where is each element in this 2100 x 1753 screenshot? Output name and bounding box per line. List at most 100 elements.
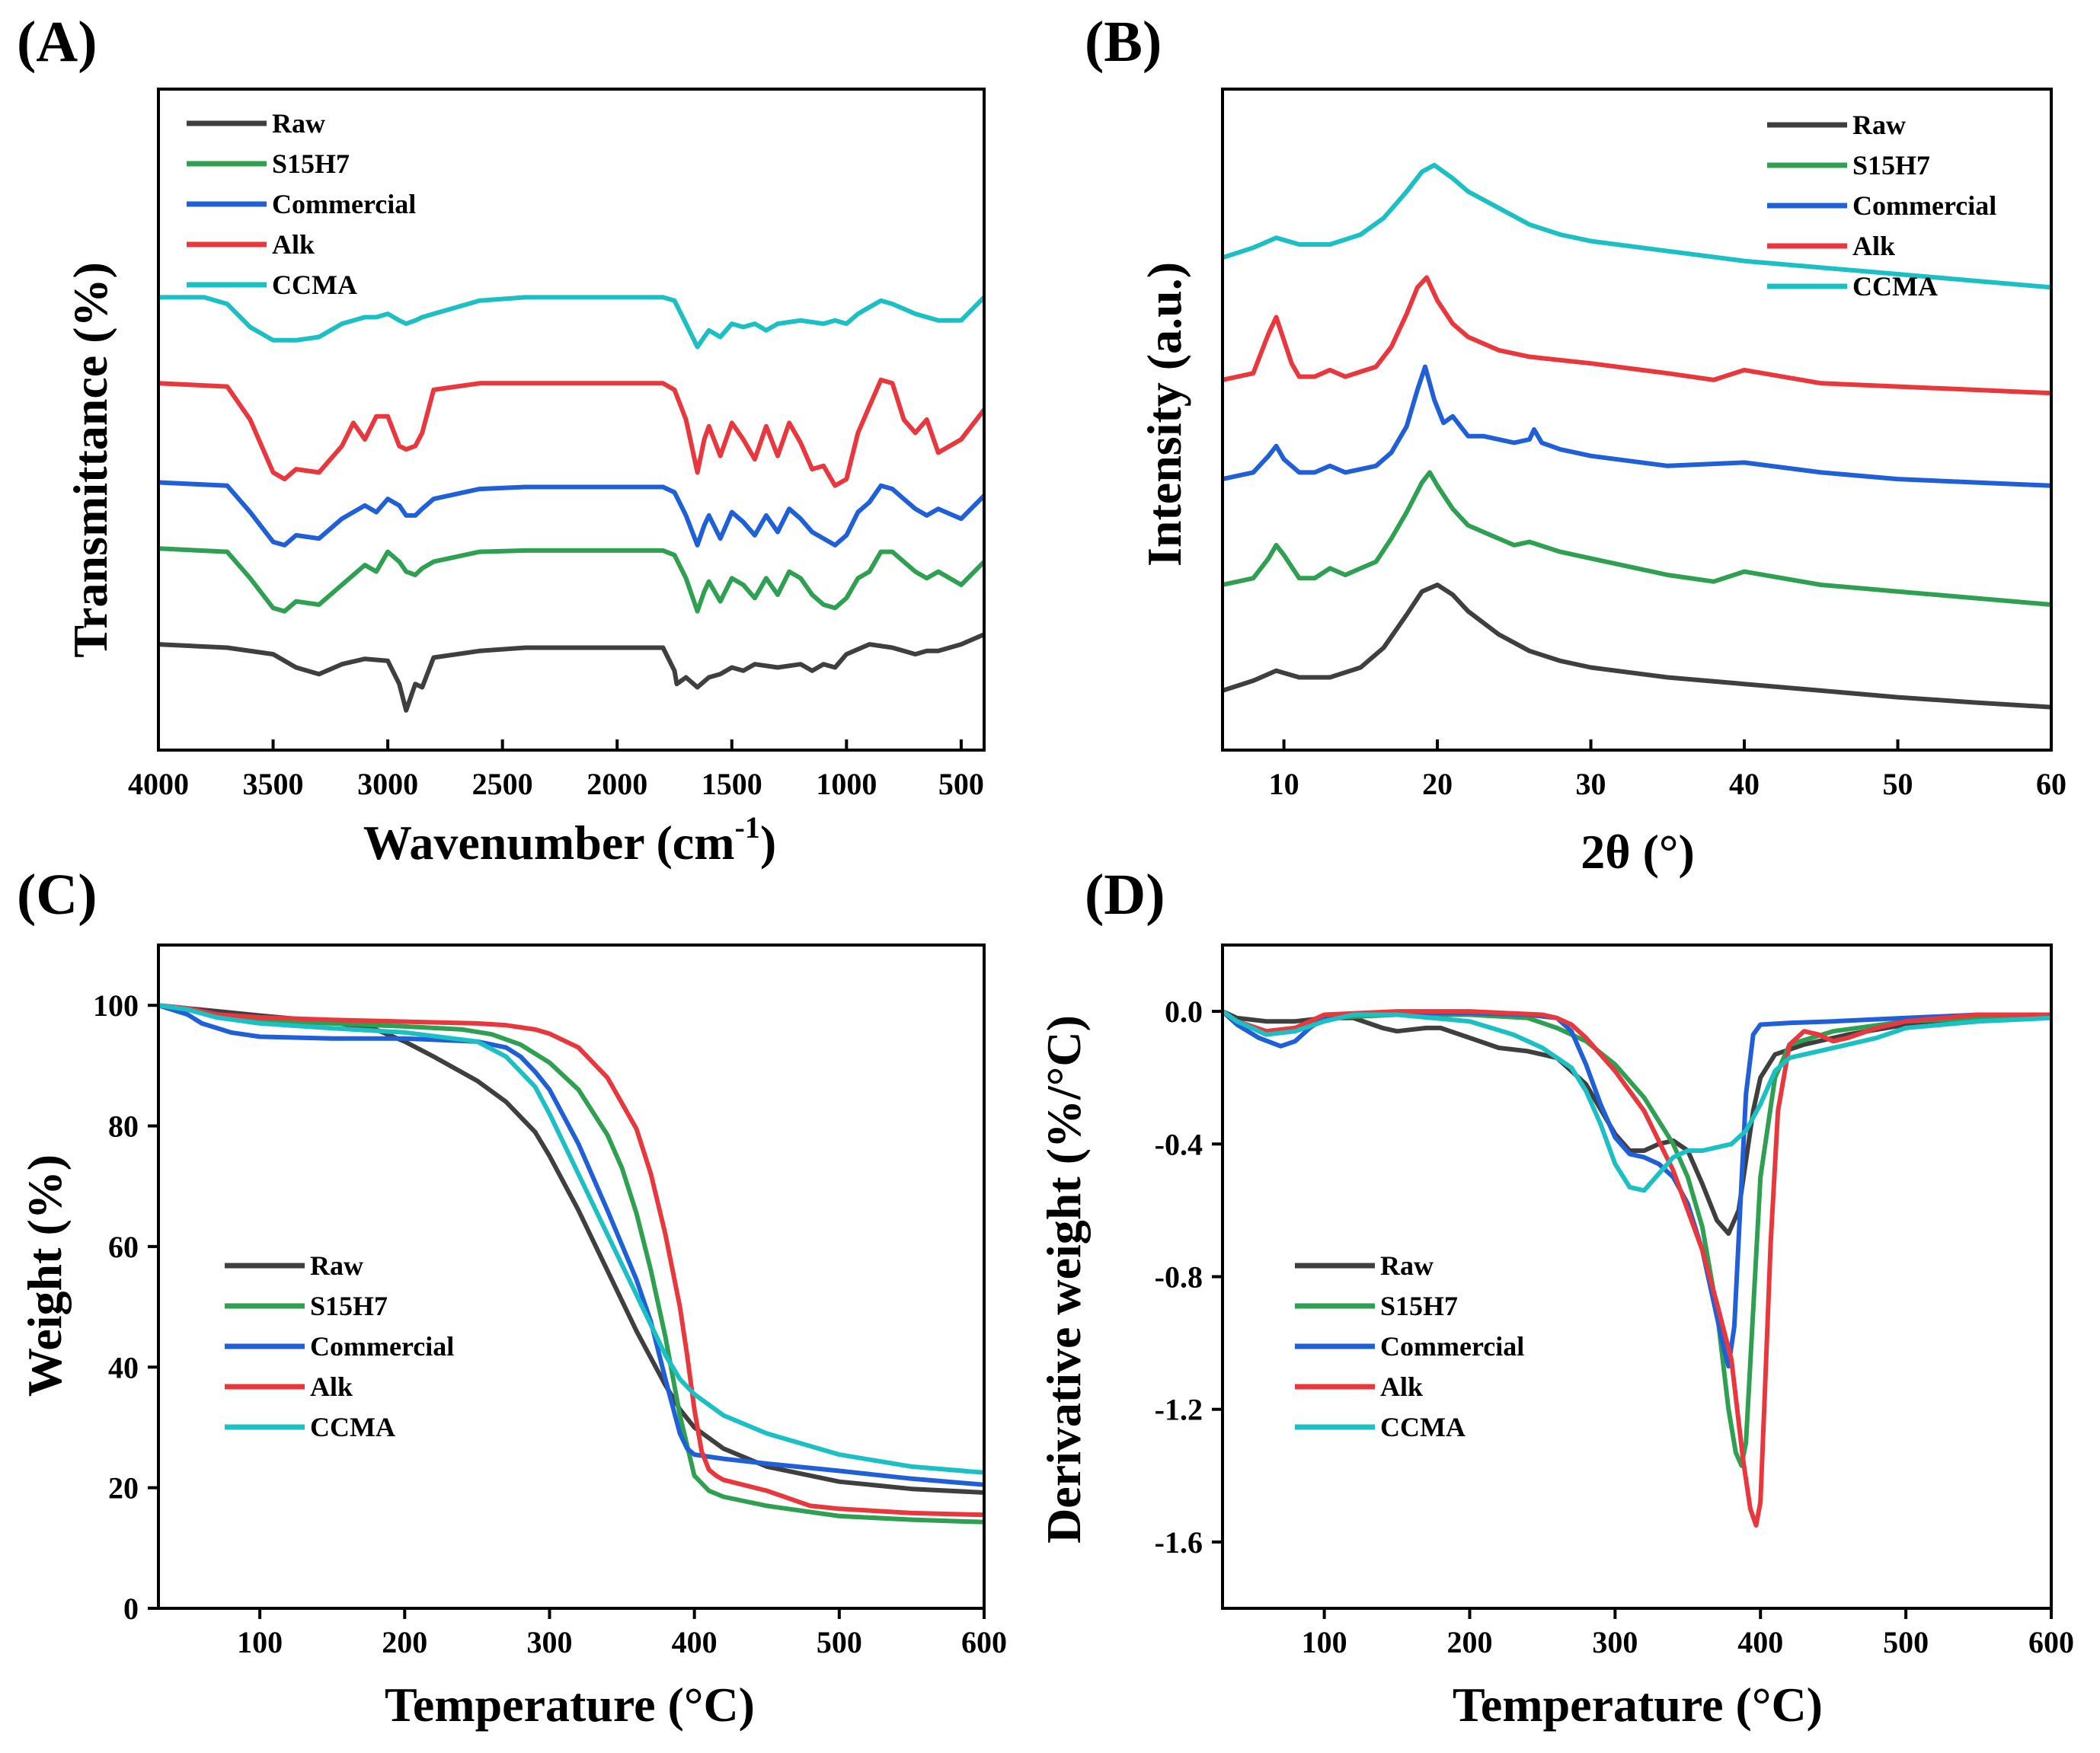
panel-a-legend: Raw S15H7 Commercial Alk CCMA: [187, 108, 416, 300]
panel-d-legend: Raw S15H7 Commercial Alk CCMA: [1295, 1250, 1524, 1442]
plot-a: 4000 3500 3000 2500 2000 1500 1000 500 Raw S15H7 C…: [128, 88, 986, 801]
panel-d-y-tick-label: -0.8: [1155, 1260, 1203, 1295]
panel-d-x-tick-label: 300: [1592, 1625, 1638, 1659]
panel-a-xlabel-sup: -1: [735, 810, 760, 845]
panel-d-x-tick-label: 500: [1883, 1625, 1929, 1659]
panel-b-x-tick-label: 30: [1576, 767, 1606, 801]
panel-a-x-tick-label: 3500: [243, 767, 304, 801]
panel-b-x-tick-label: 40: [1729, 767, 1760, 801]
panel-c-y-tick-label: 100: [93, 988, 139, 1023]
panel-a-legend-label-s15h7: S15H7: [272, 148, 350, 179]
panel-c-series-commercial: [158, 1003, 984, 1487]
panel-b-x-axis-title: 2θ (°): [1581, 825, 1695, 879]
panel-c-series-alk: [158, 1003, 984, 1518]
panel-d-x-axis-title: Temperature (°C): [1453, 1678, 1823, 1732]
panel-a-legend-label-ccma: CCMA: [272, 270, 357, 300]
panel-c-y-tick-label: 80: [108, 1110, 139, 1144]
panel-c-x-tick-label: 600: [961, 1625, 1007, 1659]
panel-c-x-tick-label: 400: [672, 1625, 718, 1659]
panel-c-y-axis-title: Weight (%): [18, 1154, 72, 1397]
panel-d-plot-frame: [1221, 944, 2053, 1610]
panel-a-xlabel-main: Wavenumber (cm: [363, 816, 735, 870]
panel-a-label: (A): [17, 10, 97, 74]
panel-b-x-tick-label: 50: [1883, 767, 1913, 801]
panel-d-y-axis-title: Derivative weight (%/°C): [1037, 1015, 1091, 1544]
panel-b-legend-label-s15h7: S15H7: [1852, 150, 1930, 180]
panel-c-series-raw: [158, 1003, 984, 1495]
panel-d-legend-label-alk: Alk: [1380, 1371, 1423, 1402]
panel-c-label: (C): [17, 863, 97, 927]
panel-d-y-tick-label: -1.6: [1155, 1525, 1203, 1560]
panel-d-y-tick-label: 0.0: [1165, 995, 1203, 1029]
panel-b-x-tick-label: 60: [2036, 767, 2066, 801]
panel-a-series-commercial: [158, 480, 984, 548]
panel-c-x-tick-label: 200: [382, 1625, 427, 1659]
panel-c-y-tick-label: 0: [123, 1592, 139, 1626]
panel-a-series-alk: [158, 377, 984, 488]
panel-d-series-group: [1223, 1009, 2051, 1528]
panel-c-legend-label-s15h7: S15H7: [310, 1291, 388, 1321]
panel-c-series-group: [158, 1003, 984, 1525]
panel-a-legend-label-alk: Alk: [272, 229, 315, 260]
panel-a-x-tick-label: 500: [938, 767, 984, 801]
panel-b-x-tick-label: 10: [1269, 767, 1299, 801]
panel-d-legend-label-commercial: Commercial: [1380, 1331, 1524, 1362]
panel-a-x-tick-label: 4000: [128, 767, 189, 801]
plot-c: 100 200 300 400 500 600 0 20 40 60 80 100 Raw S15H7 Co…: [93, 944, 1007, 1659]
panel-d-label: (D): [1085, 863, 1165, 927]
panel-b-series-s15h7: [1223, 470, 2051, 607]
panel-a-series-s15h7: [158, 546, 984, 614]
panel-a-legend-label-raw: Raw: [272, 108, 325, 139]
panel-b: (B) 10 20 30 40 50 60 Raw S15H7 Commercial Alk CCM…: [1085, 10, 2066, 879]
panel-d-x-tick-label: 100: [1302, 1625, 1347, 1659]
panel-d-y-tick-label: -1.2: [1155, 1393, 1203, 1427]
panel-b-series-alk: [1223, 275, 2051, 396]
panel-c-y-tick-label: 20: [108, 1471, 139, 1506]
panel-c-x-tick-label: 100: [237, 1625, 283, 1659]
panel-b-y-axis-title: Intensity (a.u.): [1137, 262, 1191, 567]
panel-a-legend-label-commercial: Commercial: [272, 189, 416, 219]
panel-a: (A) 4000 3500 3000 2500 2000 1500 1000 500 Raw S1…: [17, 10, 986, 870]
panel-a-series-ccma: [158, 295, 984, 350]
panel-c-plot-frame: [157, 944, 986, 1610]
panel-d-x-tick-label: 400: [1737, 1625, 1783, 1659]
panel-c-legend-label-alk: Alk: [310, 1371, 353, 1402]
panel-d-series-raw: [1223, 1009, 2051, 1236]
panel-d-y-tick-label: -0.4: [1155, 1127, 1203, 1161]
panel-c-series-ccma: [158, 1003, 984, 1475]
panel-c-series-s15h7: [158, 1003, 984, 1525]
panel-a-x-tick-label: 1000: [816, 767, 877, 801]
panel-b-series-raw: [1223, 583, 2051, 710]
panel-d-series-s15h7: [1223, 1009, 2051, 1468]
panel-c-legend: Raw S15H7 Commercial Alk CCMA: [225, 1250, 454, 1442]
panel-d-legend-label-ccma: CCMA: [1380, 1412, 1466, 1442]
panel-d-series-ccma: [1223, 1009, 2051, 1193]
panel-c-x-axis-title: Temperature (°C): [385, 1678, 755, 1732]
panel-b-label: (B): [1085, 10, 1162, 74]
panel-b-plot-frame: [1221, 88, 2053, 752]
panel-b-series-commercial: [1223, 364, 2051, 488]
panel-a-xlabel-close: ): [760, 816, 776, 870]
panel-a-x-axis-title: Wavenumber (cm-1): [363, 810, 776, 870]
panel-a-x-tick-label: 1500: [702, 767, 762, 801]
panel-b-x-tick-label: 20: [1422, 767, 1453, 801]
panel-b-legend-label-raw: Raw: [1852, 110, 1906, 140]
panel-d-x-tick-label: 200: [1446, 1625, 1492, 1659]
panel-c-legend-label-ccma: CCMA: [310, 1412, 395, 1442]
panel-d-x-tick-label: 600: [2028, 1625, 2074, 1659]
panel-b-series-ccma: [1223, 162, 2051, 290]
panel-b-legend: Raw S15H7 Commercial Alk CCMA: [1767, 110, 1996, 302]
panel-c-legend-label-commercial: Commercial: [310, 1331, 454, 1362]
panel-a-y-axis-title: Transmittance (%): [63, 262, 117, 658]
panel-a-x-tick-label: 2000: [587, 767, 647, 801]
panel-c-x-tick-label: 500: [817, 1625, 862, 1659]
panel-a-series-group: [158, 295, 984, 713]
panel-c-x-tick-label: 300: [526, 1625, 572, 1659]
panel-b-series-group: [1223, 162, 2051, 710]
panel-c-y-tick-label: 60: [108, 1230, 139, 1264]
panel-d: (D) 100 200 300 400 500 600 0.0 -0.4 -0.8 -1.2 -1.…: [1037, 863, 2074, 1732]
panel-b-legend-label-alk: Alk: [1852, 231, 1895, 261]
panel-b-legend-label-commercial: Commercial: [1852, 190, 1996, 221]
panel-d-legend-label-s15h7: S15H7: [1380, 1291, 1458, 1321]
